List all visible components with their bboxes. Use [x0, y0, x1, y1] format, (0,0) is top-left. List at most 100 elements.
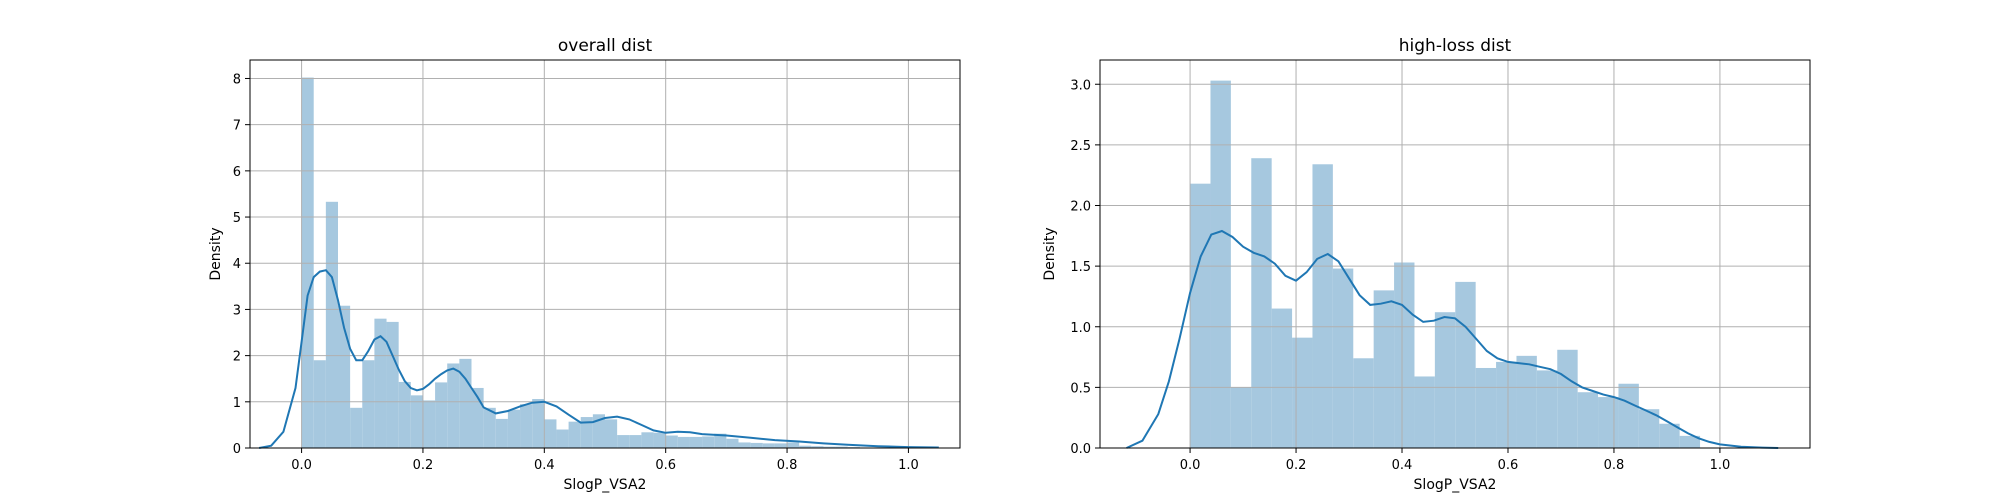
histogram-bar	[422, 400, 436, 448]
kde-line	[258, 269, 939, 449]
histogram-bar	[823, 446, 836, 448]
grid-lines	[1100, 60, 1810, 449]
histogram-bar	[544, 419, 557, 448]
histogram-bar	[605, 419, 618, 448]
histogram-bar	[1434, 312, 1456, 448]
histogram-bars	[1190, 80, 1701, 449]
histogram-bar	[1353, 358, 1374, 448]
histogram-bar	[556, 429, 569, 448]
histogram-bar	[1455, 281, 1476, 448]
x-tick-label: 0.8	[1604, 458, 1625, 473]
x-tick-label: 0.4	[534, 458, 555, 473]
x-axis-label: SlogP_VSA2	[564, 477, 647, 493]
histogram-bar	[1312, 164, 1333, 448]
x-tick-label: 0.0	[1180, 458, 1201, 473]
histogram-bar	[1332, 268, 1354, 448]
y-tick-label: 8	[233, 72, 241, 87]
x-tick-label: 0.2	[1286, 458, 1307, 473]
histogram-bar	[1618, 383, 1639, 448]
chart-title: overall dist	[558, 36, 653, 56]
histogram-bar	[483, 407, 496, 448]
histogram-bar	[1251, 158, 1272, 448]
y-tick-label: 3.0	[1070, 78, 1091, 93]
y-tick-label: 0.0	[1070, 442, 1091, 457]
y-axis-label: Density	[208, 227, 224, 280]
histogram-bars	[301, 77, 909, 449]
y-tick-label: 1	[233, 396, 241, 411]
histogram-bar	[1414, 376, 1435, 448]
histogram-bar	[1230, 387, 1252, 448]
x-tick-label: 0.4	[1392, 458, 1413, 473]
y-tick-label: 7	[233, 119, 241, 134]
histogram-bar	[677, 436, 690, 448]
histogram-bar	[1557, 349, 1578, 448]
y-tick-label: 4	[233, 257, 241, 272]
histogram-bar	[629, 435, 642, 448]
y-tick-label: 1.5	[1070, 260, 1091, 275]
x-axis-label: SlogP_VSA2	[1414, 477, 1497, 493]
chart-title: high-loss dist	[1399, 36, 1512, 56]
x-tick-label: 0.6	[1498, 458, 1519, 473]
histogram-bar	[1577, 392, 1599, 448]
histogram-bar	[702, 436, 715, 448]
y-tick-label: 2	[233, 350, 241, 365]
histogram-bar	[617, 435, 630, 448]
y-tick-label: 2.5	[1070, 139, 1091, 154]
histogram-bar	[374, 318, 387, 448]
histogram-bar	[1659, 423, 1680, 448]
histogram-bar	[580, 417, 593, 448]
y-tick-label: 0.5	[1070, 381, 1091, 396]
histogram-bar	[398, 381, 411, 448]
histogram-bar	[762, 443, 775, 448]
histogram-bar	[350, 407, 363, 448]
kde-line	[1126, 229, 1779, 449]
histogram-bar	[1394, 262, 1415, 448]
x-tick-label: 0.6	[655, 458, 676, 473]
histogram-bar	[532, 399, 545, 448]
histogram-bar	[1679, 435, 1701, 448]
histogram-bar	[362, 360, 375, 448]
histogram-bar	[1271, 308, 1293, 448]
histogram-bar	[714, 433, 727, 448]
histogram-bar	[689, 436, 703, 448]
histogram-bar	[568, 421, 581, 448]
histogram-bar	[1292, 337, 1313, 448]
histogram-bar	[459, 358, 472, 448]
histogram-bar	[787, 442, 800, 448]
histogram-bar	[495, 418, 508, 448]
histogram-bar	[520, 404, 533, 448]
histogram-bar	[774, 443, 788, 448]
histogram-bar	[325, 201, 338, 448]
histogram-bar	[738, 442, 751, 448]
histogram-bar	[835, 446, 848, 448]
histogram-bar	[726, 438, 739, 448]
plot-frame	[1099, 59, 1811, 449]
chart-overall-dist: 0.0 0.2 0.4 0.6 0.8 1.0 0 1 2 3 4 5 6 7 8 overall dist…	[208, 36, 961, 493]
histogram-bar	[665, 435, 678, 448]
histogram-bar	[1536, 370, 1558, 448]
x-tick-label: 1.0	[1710, 458, 1731, 473]
x-tick-label: 0.8	[777, 458, 798, 473]
histogram-bar	[1638, 409, 1660, 448]
histogram-bar	[507, 409, 521, 448]
histogram-bar	[811, 446, 824, 448]
histogram-bar	[447, 363, 460, 448]
x-tick-label: 0.2	[413, 458, 434, 473]
histogram-bar	[313, 360, 326, 448]
histogram-bar	[1190, 183, 1211, 449]
histogram-bar	[1516, 355, 1537, 448]
histogram-bar	[386, 321, 399, 448]
x-tick-label: 1.0	[898, 458, 919, 473]
histogram-bar	[1475, 367, 1497, 448]
y-tick-label: 2.0	[1070, 200, 1091, 215]
y-tick-label: 3	[233, 303, 241, 318]
histogram-bar	[410, 395, 423, 448]
y-tick-label: 6	[233, 165, 241, 180]
histogram-bar	[750, 442, 763, 448]
histogram-bar	[1373, 290, 1395, 448]
grid-lines	[250, 60, 960, 449]
histogram-bar	[592, 414, 605, 448]
x-tick-label: 0.0	[291, 458, 312, 473]
tick-marks: 0.0 0.2 0.4 0.6 0.8 1.0 0 1 2 3 4 5 6 7 8	[233, 72, 919, 473]
